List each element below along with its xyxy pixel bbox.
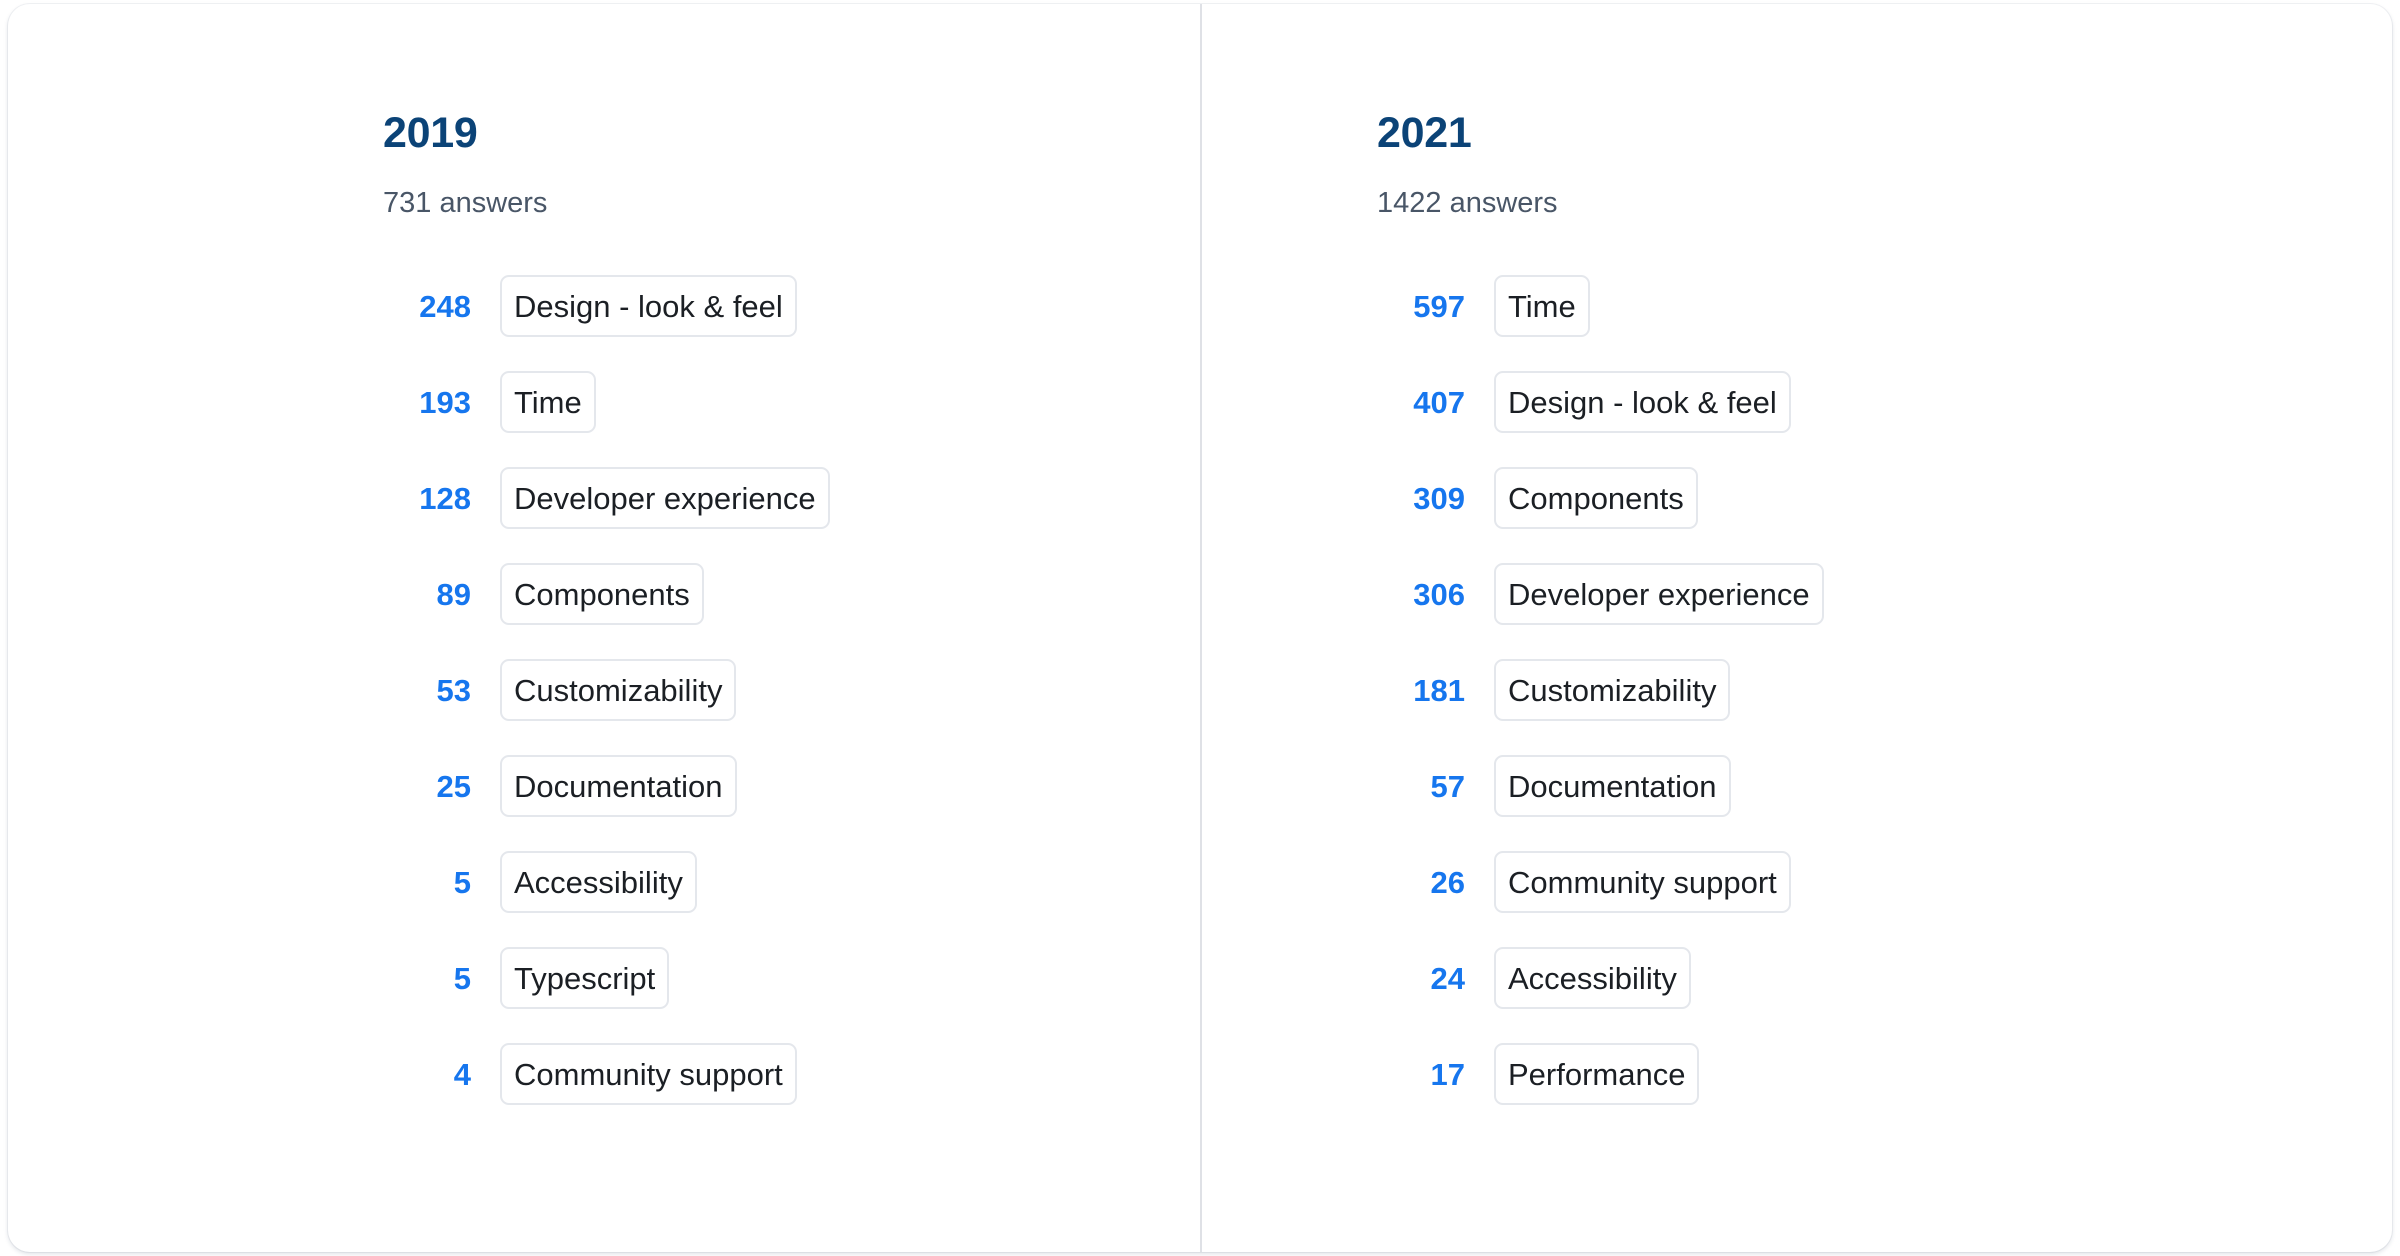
- result-count: 26: [1430, 864, 1465, 900]
- list-item[interactable]: 181 Customizability: [1377, 642, 2392, 738]
- result-label-pill[interactable]: Documentation: [1494, 755, 1731, 817]
- list-item[interactable]: 25 Documentation: [383, 738, 1200, 834]
- page-title-2019: 2019: [383, 109, 478, 157]
- result-count: 24: [1430, 960, 1465, 996]
- result-count: 306: [1413, 576, 1465, 612]
- result-label-pill[interactable]: Developer experience: [500, 467, 830, 529]
- list-item[interactable]: 128 Developer experience: [383, 450, 1200, 546]
- page-title-2021: 2021: [1377, 109, 1472, 157]
- result-count: 53: [436, 672, 471, 708]
- result-count: 5: [453, 864, 471, 900]
- result-label-pill[interactable]: Community support: [500, 1043, 797, 1105]
- comparison-card: 2019 731 answers 248 Design - look & fee…: [8, 4, 2392, 1252]
- result-label-pill[interactable]: Accessibility: [500, 851, 697, 913]
- list-item[interactable]: 24 Accessibility: [1377, 930, 2392, 1026]
- result-count: 407: [1413, 384, 1465, 420]
- list-item[interactable]: 248 Design - look & feel: [383, 258, 1200, 354]
- panel-2019: 2019 731 answers 248 Design - look & fee…: [8, 4, 1200, 1252]
- result-label-pill[interactable]: Performance: [1494, 1043, 1700, 1105]
- result-label-pill[interactable]: Components: [1494, 467, 1698, 529]
- result-list-2021: 597 Time 407 Design - look & feel 309 Co…: [1377, 258, 2392, 1122]
- result-count: 4: [453, 1056, 471, 1092]
- list-item[interactable]: 17 Performance: [1377, 1026, 2392, 1122]
- result-count: 128: [419, 480, 471, 516]
- list-item[interactable]: 597 Time: [1377, 258, 2392, 354]
- result-label-pill[interactable]: Accessibility: [1494, 947, 1691, 1009]
- list-item[interactable]: 89 Components: [383, 546, 1200, 642]
- list-item[interactable]: 4 Community support: [383, 1026, 1200, 1122]
- result-label-pill[interactable]: Customizability: [500, 659, 737, 721]
- list-item[interactable]: 407 Design - look & feel: [1377, 354, 2392, 450]
- list-item[interactable]: 193 Time: [383, 354, 1200, 450]
- result-count: 597: [1413, 288, 1465, 324]
- list-item[interactable]: 53 Customizability: [383, 642, 1200, 738]
- result-label-pill[interactable]: Components: [500, 563, 704, 625]
- result-label-pill[interactable]: Developer experience: [1494, 563, 1824, 625]
- result-label-pill[interactable]: Time: [500, 371, 596, 433]
- result-label-pill[interactable]: Customizability: [1494, 659, 1731, 721]
- result-count: 193: [419, 384, 471, 420]
- list-item[interactable]: 5 Typescript: [383, 930, 1200, 1026]
- answers-count-2019: 731 answers: [383, 187, 548, 219]
- result-count: 25: [436, 768, 471, 804]
- result-label-pill[interactable]: Community support: [1494, 851, 1791, 913]
- list-item[interactable]: 26 Community support: [1377, 834, 2392, 930]
- result-count: 309: [1413, 480, 1465, 516]
- result-count: 89: [436, 576, 471, 612]
- list-item[interactable]: 5 Accessibility: [383, 834, 1200, 930]
- result-label-pill[interactable]: Design - look & feel: [500, 275, 797, 337]
- result-label-pill[interactable]: Time: [1494, 275, 1590, 337]
- result-label-pill[interactable]: Typescript: [500, 947, 670, 1009]
- list-item[interactable]: 57 Documentation: [1377, 738, 2392, 834]
- answers-count-2021: 1422 answers: [1377, 187, 1558, 219]
- list-item[interactable]: 306 Developer experience: [1377, 546, 2392, 642]
- list-item[interactable]: 309 Components: [1377, 450, 2392, 546]
- panel-2021: 2021 1422 answers 597 Time 407 Design - …: [1200, 4, 2392, 1252]
- result-count: 5: [453, 960, 471, 996]
- result-list-2019: 248 Design - look & feel 193 Time 128 De…: [383, 258, 1200, 1122]
- result-label-pill[interactable]: Design - look & feel: [1494, 371, 1791, 433]
- result-count: 181: [1413, 672, 1465, 708]
- result-count: 17: [1430, 1056, 1465, 1092]
- result-count: 57: [1430, 768, 1465, 804]
- result-count: 248: [419, 288, 471, 324]
- result-label-pill[interactable]: Documentation: [500, 755, 737, 817]
